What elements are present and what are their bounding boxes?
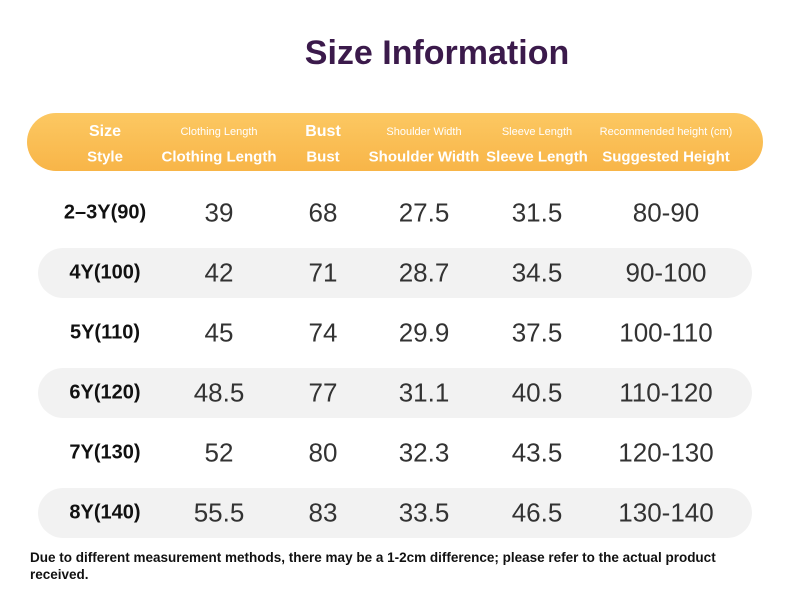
size-label: 8Y(140) [69,501,141,524]
size-label: 2–3Y(90) [63,201,147,224]
size-label: 5Y(110) [69,321,141,344]
header-sublabel: Sleeve Length [486,148,588,166]
cell-value: 77 [308,377,338,408]
row-band [38,488,752,538]
size-label: 6Y(120) [69,381,141,404]
cell-value: 39 [204,197,234,228]
cell-value: 28.7 [398,257,450,288]
cell-value: 71 [308,257,338,288]
title: Size Information [304,34,570,72]
cell-value: 100-110 [619,317,713,348]
cell-value: 80-90 [632,197,700,228]
cell-value: 34.5 [511,257,563,288]
cell-value: 32.3 [398,437,450,468]
cell-value: 37.5 [511,317,563,348]
cell-value: 80 [308,437,338,468]
cell-value: 55.5 [193,497,245,528]
cell-value: 27.5 [398,197,450,228]
header-sublabel: Bust [306,148,340,166]
cell-value: 110-120 [619,377,713,408]
header-label: Shoulder Width [386,126,462,138]
cell-value: 33.5 [398,497,450,528]
cell-value: 90-100 [625,257,707,288]
cell-value: 45 [204,317,234,348]
size-label: 4Y(100) [69,261,141,284]
cell-value: 43.5 [511,437,563,468]
row-band [38,248,752,298]
header-sublabel: Style [87,148,123,166]
row-band [38,368,752,418]
header-label: Sleeve Length [501,126,573,138]
header-label: Recommended height (cm) [599,126,733,138]
cell-value: 74 [308,317,338,348]
header-sublabel: Suggested Height [602,148,730,166]
cell-value: 83 [308,497,338,528]
header-label: Clothing Length [180,126,258,138]
note: Due to different measurement methods, th… [30,550,716,582]
size-label: 7Y(130) [69,441,141,464]
cell-value: 68 [308,197,338,228]
header-label: Size [88,123,122,140]
cell-value: 46.5 [511,497,563,528]
cell-value: 52 [204,437,234,468]
cell-value: 31.5 [511,197,563,228]
cell-value: 48.5 [193,377,245,408]
header-bar [27,113,763,171]
header-sublabel: Shoulder Width [368,148,480,166]
cell-value: 120-130 [618,437,714,468]
cell-value: 31.1 [398,377,450,408]
cell-value: 42 [204,257,234,288]
header-label: Bust [305,123,341,140]
header-sublabel: Clothing Length [161,148,277,166]
cell-value: 29.9 [398,317,450,348]
cell-value: 40.5 [511,377,563,408]
cell-value: 130-140 [618,497,714,528]
